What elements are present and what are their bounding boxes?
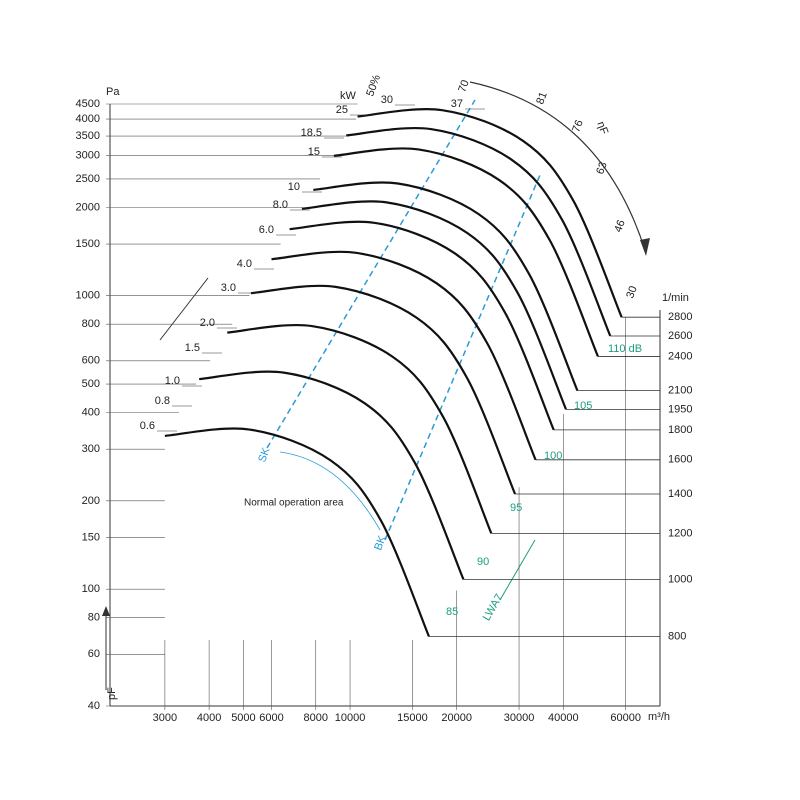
- x-tick-label: 6000: [259, 712, 283, 724]
- power-label: 4.0: [237, 258, 252, 270]
- speed-label: 1600: [668, 454, 692, 466]
- sound-label: 95: [510, 502, 522, 514]
- y-tick-label: 2000: [76, 201, 100, 213]
- speed-label: 1200: [668, 527, 692, 539]
- y-tick-label: 400: [82, 406, 100, 418]
- y-axis-label: Pa: [106, 86, 120, 98]
- speed-label: 2600: [668, 330, 692, 342]
- y-tick-label: 2500: [76, 173, 100, 185]
- power-label: 8.0: [273, 199, 288, 211]
- speed-label: 800: [668, 630, 686, 642]
- power-label: 2.0: [200, 317, 215, 329]
- efficiency-label: 81: [534, 90, 549, 106]
- sk-label: SK: [256, 446, 273, 465]
- speed-label: 1400: [668, 488, 692, 500]
- y-tick-label: 1500: [76, 238, 100, 250]
- y-tick-label: 1000: [76, 290, 100, 302]
- power-label: 15: [308, 146, 320, 158]
- y-tick-label: 500: [82, 378, 100, 390]
- power-label: 0.6: [140, 420, 155, 432]
- speed-unit: 1/min: [662, 292, 689, 304]
- x-tick-label: 30000: [504, 712, 535, 724]
- efficiency-label: 70: [456, 78, 471, 94]
- power-label: 1.0: [165, 375, 180, 387]
- x-tick-label: 10000: [335, 712, 366, 724]
- x-tick-label: 40000: [548, 712, 579, 724]
- x-tick-label: 8000: [303, 712, 327, 724]
- speed-curve: [346, 126, 612, 337]
- speed-label: 2100: [668, 385, 692, 397]
- speed-label: 1000: [668, 573, 692, 585]
- speed-label: 2400: [668, 350, 692, 362]
- y-tick-label: 40: [88, 700, 100, 712]
- y-tick-label: 800: [82, 318, 100, 330]
- sound-label: 100: [544, 450, 562, 462]
- y-tick-label: 80: [88, 612, 100, 624]
- speed-curve: [199, 370, 465, 580]
- speed-curve: [313, 181, 579, 392]
- power-label: 6.0: [259, 224, 274, 236]
- power-unit: kW: [340, 90, 357, 102]
- speed-curve: [271, 250, 537, 461]
- speed-label: 1950: [668, 403, 692, 415]
- speed-curve: [357, 108, 623, 318]
- bk-line: [384, 174, 541, 541]
- y-tick-label: 100: [82, 583, 100, 595]
- x-tick-label: 60000: [610, 712, 641, 724]
- speed-curve: [289, 220, 555, 431]
- y-tick-label: 4000: [76, 113, 100, 125]
- speed-label: 2800: [668, 311, 692, 323]
- pressure-arrow: [159, 277, 209, 341]
- speed-curve: [250, 284, 517, 495]
- sound-arrow: [499, 539, 536, 601]
- y-tick-label: 600: [82, 355, 100, 367]
- efficiency-label: 46: [612, 218, 627, 234]
- efficiency-label: 76: [570, 118, 585, 134]
- annotation: Normal operation area: [244, 498, 344, 509]
- efficiency-label: 63: [594, 160, 609, 176]
- power-label: 30: [381, 94, 393, 106]
- efficiency-arrow: [469, 81, 646, 251]
- sk-bk-arrow: [279, 451, 381, 531]
- y-tick-label: 3000: [76, 150, 100, 162]
- power-label: 1.5: [185, 342, 200, 354]
- x-tick-label: 4000: [197, 712, 221, 724]
- power-label: 37: [451, 98, 463, 110]
- sound-label: 85: [446, 606, 458, 618]
- sound-label: 110 dB: [608, 343, 642, 355]
- power-label: 18.5: [301, 127, 322, 139]
- speed-curve: [227, 323, 493, 534]
- y-tick-label: 3500: [76, 130, 100, 142]
- y-tick-label: 200: [82, 495, 100, 507]
- efficiency-label: 30: [624, 284, 639, 300]
- efficiency-arrow-head: [640, 238, 650, 256]
- y-axis-arrow-head: [102, 606, 110, 616]
- power-label: 25: [336, 104, 348, 116]
- sound-label: 90: [477, 556, 489, 568]
- power-label: 10: [288, 181, 300, 193]
- power-label: 3.0: [221, 282, 236, 294]
- y-tick-label: 300: [82, 443, 100, 455]
- sk-line: [266, 99, 476, 449]
- sound-label: 105: [574, 400, 592, 412]
- y-tick-label: 60: [88, 648, 100, 660]
- x-tick-label: 15000: [397, 712, 428, 724]
- y-tick-label: 150: [82, 531, 100, 543]
- bk-label: BK: [372, 534, 389, 553]
- x-tick-label: 3000: [153, 712, 177, 724]
- speed-curve: [301, 200, 568, 410]
- power-label: 0.8: [155, 395, 170, 407]
- y-axis-label-bottom: pF: [106, 687, 118, 700]
- efficiency-symbol: ηF: [594, 120, 610, 136]
- x-unit: m³/h: [648, 711, 670, 723]
- y-tick-label: 4500: [76, 98, 100, 110]
- x-tick-label: 20000: [441, 712, 472, 724]
- speed-label: 1800: [668, 424, 692, 436]
- speed-curve: [333, 147, 599, 357]
- x-tick-label: 5000: [231, 712, 255, 724]
- speed-curve: [164, 427, 430, 637]
